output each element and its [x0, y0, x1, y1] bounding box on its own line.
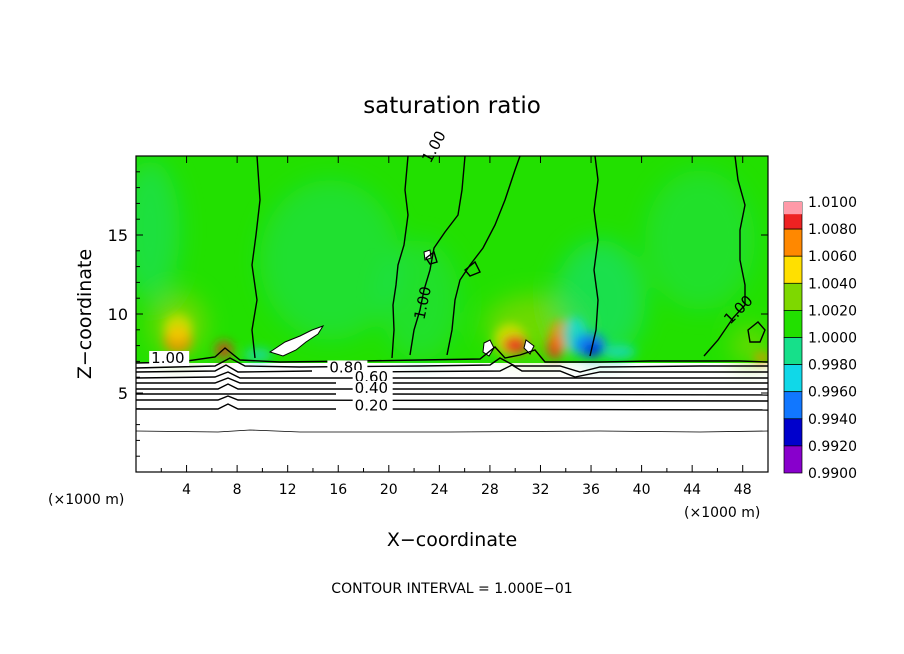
contour-label: 0.40: [352, 379, 393, 397]
colorbar-label: 1.0020: [808, 303, 857, 319]
colorbar-swatch: [783, 337, 803, 365]
contour-070: [136, 371, 768, 379]
colorbar-swatch-top: [784, 202, 802, 215]
y-axis: 5 10 15: [108, 171, 768, 457]
contour-label-bg: [352, 398, 393, 414]
x-tick-label: 36: [582, 482, 600, 498]
white-patch-1: [268, 325, 325, 357]
y-tick-label: 15: [108, 226, 128, 245]
x-tick-label: 40: [633, 482, 651, 498]
x-tick-label: 20: [380, 482, 398, 498]
y-tick-label: 5: [118, 384, 128, 403]
x-tick-label: 4: [182, 482, 191, 498]
hotspot-red-2: [503, 336, 527, 354]
colorbar-label: 1.0100: [808, 195, 857, 211]
hotspot-yellow-1: [164, 314, 192, 342]
contour-label: 0.20: [352, 396, 393, 414]
colorbar-swatch: [783, 255, 803, 284]
contour-020: [136, 403, 336, 410]
contour-100-f: [703, 156, 746, 357]
colorbar: 1.0100 1.0080 1.0060 1.0040 1.0020 1.0000 0.99…: [783, 195, 857, 482]
contour-080-b: [355, 364, 768, 378]
y-axis-label: Z−coordinate: [74, 249, 96, 379]
x-tick-label: 32: [532, 482, 550, 498]
chart-title: saturation ratio: [363, 93, 541, 119]
y-tick-label: 10: [108, 305, 128, 324]
colorbar-swatch: [783, 310, 803, 338]
contour-050: [136, 383, 768, 390]
hotspot-navy-1: [584, 344, 602, 356]
x-unit-right: (×1000 m): [684, 505, 760, 521]
x-tick-label: 48: [734, 482, 752, 498]
x-tick-label: 28: [481, 482, 499, 498]
contour-080: [136, 364, 313, 373]
contour-100-i: [425, 250, 438, 265]
contour-100-e: [589, 156, 599, 357]
contour-100-g: [747, 321, 766, 343]
footer-contour-interval: CONTOUR INTERVAL = 1.000E−01: [331, 581, 572, 597]
white-patch-2: [482, 339, 495, 357]
colorbar-swatch: [783, 418, 803, 447]
colorbar-swatch: [783, 391, 803, 420]
x-unit-left: (×1000 m): [48, 492, 124, 508]
colorbar-label: 1.0080: [808, 222, 857, 238]
contour-100-a: [251, 156, 261, 359]
contour-040-b: [377, 393, 768, 396]
patch-teal-far: [645, 170, 755, 310]
patch-teal-left: [136, 160, 180, 300]
colorbar-swatch: [783, 364, 803, 393]
colorbar-label: 0.9920: [808, 439, 857, 455]
color-hotspots: [164, 314, 768, 364]
x-tick-label: 16: [329, 482, 347, 498]
colorbar-label: 0.9960: [808, 385, 857, 401]
contour-label-bg: [149, 350, 190, 366]
contour-100-base: [136, 346, 768, 364]
contour-label: 1.00: [149, 349, 190, 367]
colorbar-label: 0.9900: [808, 466, 857, 482]
contour-100-d: [446, 156, 521, 356]
hotspot-cyan-3: [604, 345, 636, 359]
contour-100-h: [464, 260, 481, 277]
x-tick-label: 24: [430, 482, 448, 498]
colorbar-label: 1.0000: [808, 331, 857, 347]
patch-teal-mid: [260, 180, 400, 340]
contour-100-c: [409, 156, 466, 356]
x-tick-label: 12: [279, 482, 297, 498]
patch-teal-mid2: [380, 240, 460, 360]
x-axis-label: X−coordinate: [387, 529, 517, 551]
colorbar-swatch: [783, 228, 803, 257]
colorbar-label: 0.9980: [808, 358, 857, 374]
hotspot-cyan-1: [244, 348, 272, 362]
colorbar-swatch: [783, 445, 803, 474]
contour-060: [136, 377, 336, 384]
plot-area: [136, 156, 768, 472]
contour-030: [136, 395, 768, 402]
colorbar-label: 0.9940: [808, 412, 857, 428]
contour-lines: [136, 156, 768, 433]
x-axis: 4 8 12 16 20 24 28 32 36 40 44 48: [160, 156, 752, 498]
hotspot-red-1: [215, 341, 233, 359]
contour-010: [136, 429, 768, 433]
colorbar-label: 1.0060: [808, 249, 857, 265]
contour-label-text: 1.00: [151, 349, 184, 367]
contour-020-b: [377, 408, 768, 411]
colorbar-label: 1.0040: [808, 276, 857, 292]
contour-label-text: 0.40: [355, 379, 388, 397]
contour-090: [136, 357, 768, 373]
contour-label-bg: [352, 381, 393, 396]
colorbar-swatch: [783, 282, 803, 311]
x-tick-label: 8: [233, 482, 242, 498]
contour-100-b: [391, 156, 409, 359]
x-tick-label: 44: [683, 482, 701, 498]
contour-label-text: 0.20: [355, 396, 388, 414]
